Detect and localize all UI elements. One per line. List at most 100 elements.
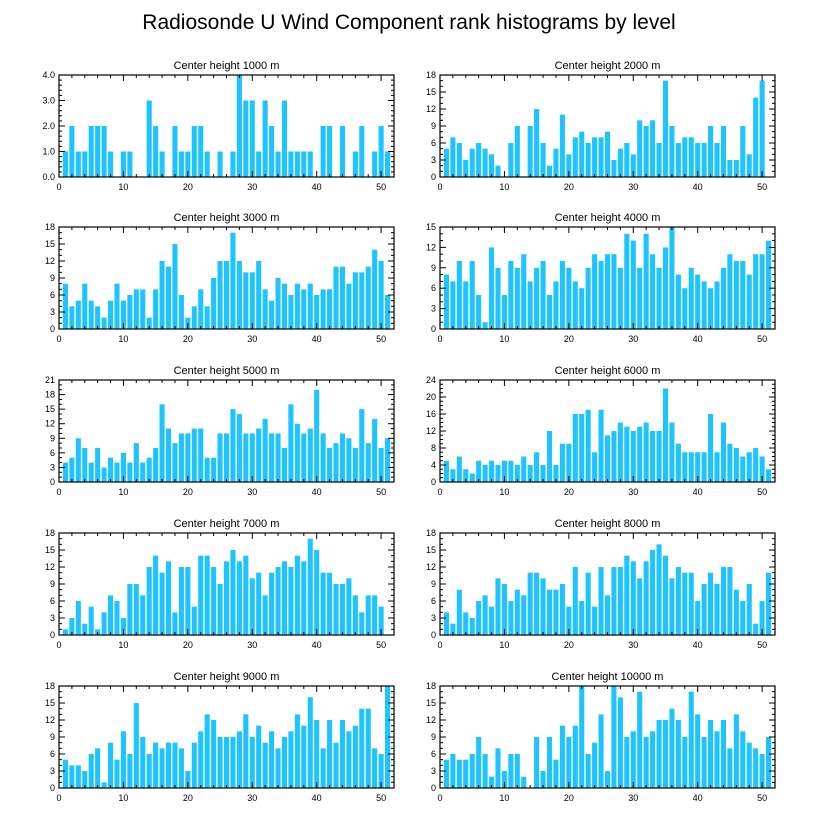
histogram-bar (339, 126, 346, 177)
x-tick-label: 40 (312, 487, 322, 497)
x-tick-label: 0 (437, 487, 442, 497)
histogram-bar (759, 254, 765, 329)
histogram-bar (165, 561, 172, 635)
histogram-bar (617, 567, 623, 635)
histogram-bar (637, 426, 643, 482)
histogram-bar (650, 431, 656, 482)
y-tick-label: 6 (431, 283, 436, 293)
histogram-bar (733, 261, 739, 329)
histogram-bar (307, 151, 313, 177)
histogram-bar (585, 267, 591, 329)
x-tick-label: 0 (437, 182, 442, 192)
histogram-bar (566, 737, 572, 788)
histogram-bar (456, 143, 462, 177)
x-tick-label: 0 (56, 640, 61, 650)
y-tick-label: 15 (426, 545, 436, 555)
histogram-bar (327, 572, 333, 635)
histogram-bar (230, 737, 236, 788)
y-tick-label: 15 (45, 545, 55, 555)
histogram-bar (307, 697, 313, 788)
histogram-bar (269, 126, 275, 177)
histogram-bar (153, 742, 159, 788)
histogram-bar (69, 457, 75, 482)
y-tick-label: 9 (50, 273, 55, 283)
histogram-bar (476, 601, 482, 635)
histogram-bar (469, 754, 475, 788)
histogram-bar (339, 266, 346, 329)
histogram-bar (456, 261, 462, 329)
histogram-bar (365, 708, 371, 788)
histogram-bar (476, 737, 482, 788)
histogram-bar (95, 126, 101, 177)
panel-title: Center height 7000 m (174, 518, 280, 530)
histogram-bar (352, 725, 358, 788)
histogram-bar (456, 589, 462, 635)
histogram-bar (630, 431, 636, 482)
panel-title: Center height 5000 m (174, 365, 280, 377)
x-tick-label: 10 (499, 640, 509, 650)
panel-7: Center height 7000 m 0 10 20 30 40 50 0 3 6 9 12 15 1… (45, 518, 395, 650)
x-tick-label: 20 (183, 640, 193, 650)
histogram-bar (146, 754, 152, 788)
histogram-bar (275, 278, 281, 329)
histogram-bar (624, 555, 630, 635)
histogram-bar (275, 151, 281, 177)
histogram-bar (469, 473, 475, 482)
histogram-bar (75, 765, 81, 788)
histogram-bar (617, 422, 623, 482)
histogram-bar (101, 612, 107, 635)
histogram-bar (204, 714, 210, 788)
y-tick-label: 12 (45, 715, 55, 725)
histogram-bar (759, 80, 765, 177)
histogram-bar (656, 720, 662, 788)
histogram-bar (514, 126, 520, 177)
histogram-bar (320, 126, 326, 177)
histogram-bar (495, 465, 501, 482)
panel-title: Center height 10000 m (552, 671, 664, 683)
histogram-bar (727, 748, 733, 788)
histogram-bar (327, 448, 333, 482)
histogram-bar (708, 720, 714, 788)
y-tick-label: 6 (431, 749, 436, 759)
histogram-bar (127, 462, 133, 482)
histogram-bar (62, 462, 68, 482)
histogram-bar (624, 737, 630, 788)
histogram-bar (314, 720, 320, 788)
histogram-bar (714, 731, 720, 788)
histogram-bar (714, 143, 720, 177)
histogram-bar (307, 428, 313, 482)
histogram-bar (198, 289, 204, 329)
histogram-bar (88, 606, 94, 635)
histogram-bar (178, 748, 184, 788)
histogram-bar (75, 438, 81, 482)
y-tick-label: 24 (426, 375, 436, 385)
histogram-bar (527, 281, 533, 329)
x-tick-label: 20 (564, 640, 574, 650)
y-tick-label: 12 (426, 562, 436, 572)
y-tick-label: 9 (431, 263, 436, 273)
histogram-bar (546, 165, 553, 177)
histogram-bar (172, 244, 178, 329)
histogram-bar (514, 267, 520, 329)
y-tick-label: 3 (50, 307, 55, 317)
y-tick-label: 3 (431, 613, 436, 623)
histogram-bar (534, 572, 540, 635)
y-tick-label: 18 (45, 222, 55, 232)
histogram-bar (682, 452, 688, 482)
histogram-bar (604, 131, 611, 177)
y-tick-label: 15 (45, 404, 55, 414)
histogram-bar (256, 572, 262, 635)
y-tick-label: 4 (431, 460, 436, 470)
histogram-bar (159, 261, 165, 329)
histogram-bar (262, 289, 268, 329)
y-tick-label: 1.0 (42, 147, 55, 157)
histogram-bar (223, 433, 230, 482)
histogram-bar (585, 409, 591, 482)
histogram-bar (191, 428, 197, 482)
histogram-bar (217, 737, 223, 788)
histogram-bar (385, 151, 391, 177)
histogram-bar (495, 748, 501, 788)
histogram-bar (514, 465, 520, 482)
histogram-bar (288, 404, 294, 482)
